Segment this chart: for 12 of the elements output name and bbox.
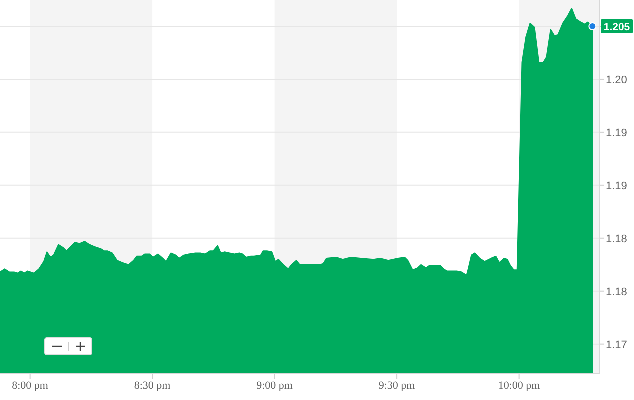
x-tick-label: 8:30 pm bbox=[134, 380, 172, 392]
y-tick-label: 1.20 bbox=[606, 74, 628, 86]
x-tick-label: 9:00 pm bbox=[256, 380, 294, 392]
x-tick-label: 8:00 pm bbox=[12, 380, 49, 392]
y-tick-label: 1.18 bbox=[606, 233, 628, 246]
x-tick-label: 9:30 pm bbox=[378, 380, 416, 392]
y-tick-label: 1.18 bbox=[606, 286, 628, 298]
y-tick-label: 1.17 bbox=[606, 339, 628, 352]
y-tick-label: 1.19 bbox=[606, 180, 628, 192]
annotation: 1.205 bbox=[604, 21, 630, 34]
y-tick-label: 1.19 bbox=[606, 127, 628, 140]
x-tick-label: 10:00 pm bbox=[498, 380, 541, 392]
